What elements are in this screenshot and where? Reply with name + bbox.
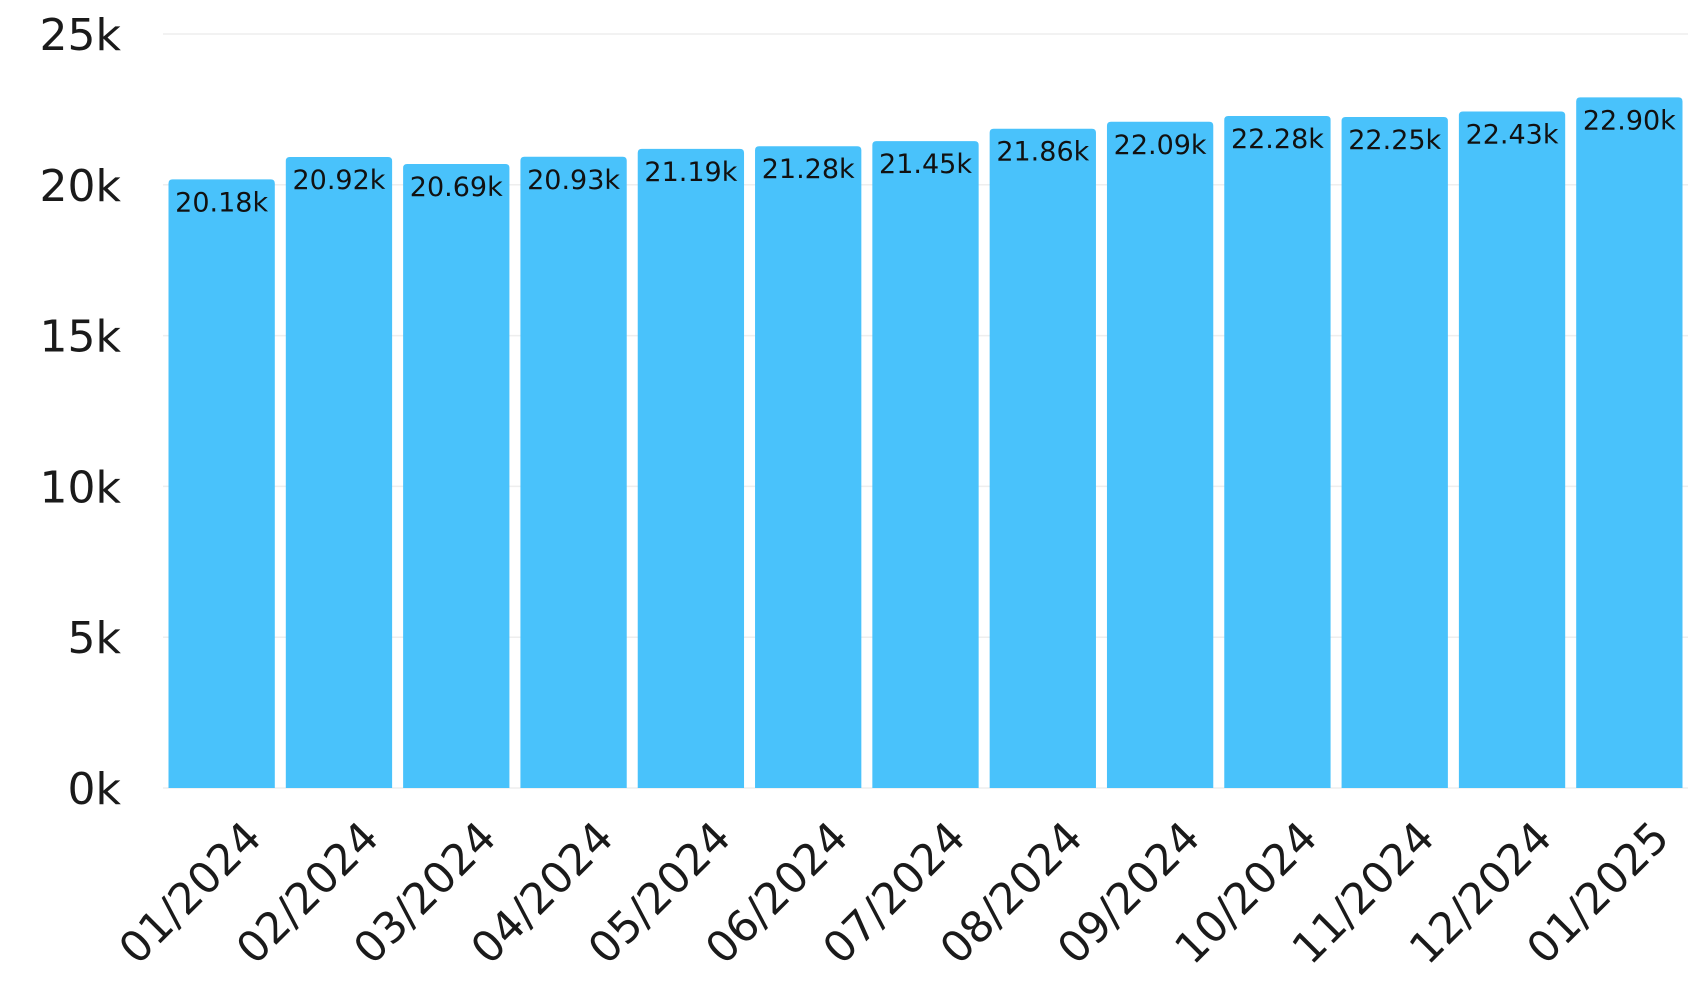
data-label: 20.92k bbox=[292, 165, 385, 196]
y-tick-label: 15k bbox=[40, 312, 122, 363]
bar[interactable] bbox=[755, 146, 862, 789]
bar[interactable] bbox=[1224, 116, 1331, 788]
bar[interactable] bbox=[989, 128, 1096, 788]
data-label: 20.18k bbox=[175, 187, 268, 218]
bar[interactable] bbox=[168, 179, 275, 788]
data-label: 21.45k bbox=[879, 149, 972, 180]
x-axis: 01/202402/202403/202404/202405/202406/20… bbox=[110, 812, 1679, 974]
bar[interactable] bbox=[1458, 111, 1566, 788]
data-label: 22.28k bbox=[1231, 124, 1324, 155]
bars bbox=[168, 97, 1683, 789]
data-label: 22.09k bbox=[1114, 130, 1207, 161]
bar[interactable] bbox=[403, 163, 510, 788]
bar[interactable] bbox=[520, 156, 627, 788]
y-tick-label: 5k bbox=[68, 613, 122, 664]
y-axis: 0k 5k 10k 15k 20k 25k bbox=[40, 10, 122, 815]
y-tick-label: 0k bbox=[68, 764, 122, 815]
data-label: 22.25k bbox=[1348, 125, 1441, 156]
data-label: 21.19k bbox=[644, 157, 737, 188]
data-label: 20.69k bbox=[410, 172, 503, 203]
y-tick-label: 25k bbox=[40, 10, 122, 61]
data-label: 22.90k bbox=[1583, 105, 1676, 136]
bar[interactable] bbox=[1341, 116, 1448, 788]
bar[interactable] bbox=[872, 141, 979, 788]
bar[interactable] bbox=[1576, 97, 1683, 788]
data-labels: 20.18k 20.92k 20.69k 20.93k 21.19k 21.28k 21.4… bbox=[175, 105, 1676, 218]
data-label: 20.93k bbox=[527, 165, 620, 196]
y-tick-label: 20k bbox=[40, 161, 122, 212]
bar[interactable] bbox=[285, 157, 393, 788]
bar[interactable] bbox=[1106, 121, 1214, 788]
bar[interactable] bbox=[637, 148, 745, 788]
y-tick-label: 10k bbox=[40, 462, 122, 513]
data-label: 21.86k bbox=[996, 137, 1089, 168]
data-label: 22.43k bbox=[1466, 120, 1559, 151]
data-label: 21.28k bbox=[762, 154, 855, 185]
